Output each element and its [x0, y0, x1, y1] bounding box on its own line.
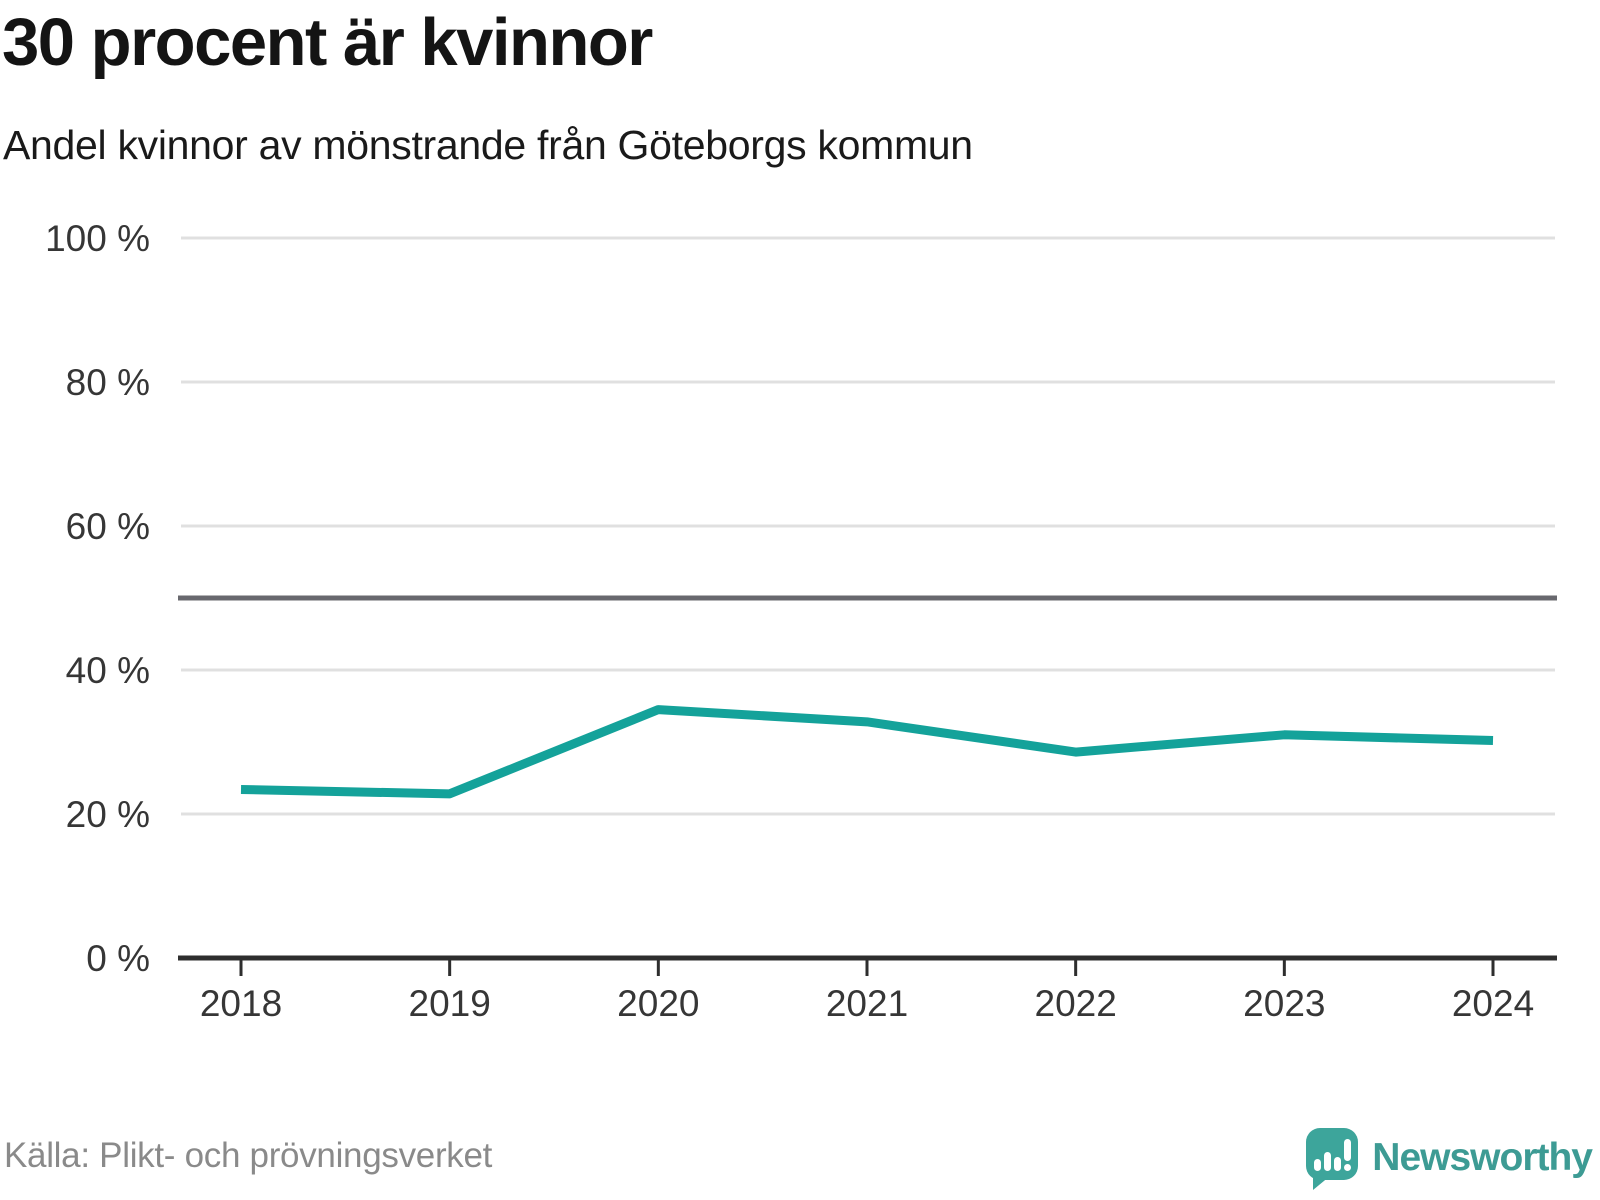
- y-tick-label-60: 60 %: [66, 506, 150, 547]
- x-tick-label-2018: 2018: [200, 983, 282, 1024]
- logo-exclamation-bar: [1344, 1139, 1352, 1161]
- y-tick-label-100: 100 %: [45, 218, 150, 259]
- logo-speech-bubble: [1306, 1128, 1359, 1180]
- x-tick-label-2024: 2024: [1452, 983, 1534, 1024]
- logo-bubble-tail: [1313, 1176, 1331, 1190]
- newsworthy-wordmark: Newsworthy: [1372, 1136, 1593, 1179]
- x-tick-label-2019: 2019: [409, 983, 491, 1024]
- y-tick-label-0: 0 %: [86, 938, 150, 979]
- newsworthy-logo: Newsworthy: [1306, 1128, 1593, 1190]
- x-tick-label-2020: 2020: [617, 983, 699, 1024]
- chart-title: 30 procent är kvinnor: [2, 5, 653, 80]
- logo-exclamation-dot: [1344, 1164, 1352, 1171]
- source-note: Källa: Plikt- och prövningsverket: [4, 1136, 493, 1175]
- y-tick-label-40: 40 %: [66, 650, 150, 691]
- chart-subtitle: Andel kvinnor av mönstrande från Götebor…: [3, 122, 973, 168]
- y-tick-label-20: 20 %: [66, 794, 150, 835]
- x-tick-label-2023: 2023: [1243, 983, 1325, 1024]
- data-line-andel-kvinnor: [240, 705, 1494, 799]
- x-tick-label-2021: 2021: [826, 983, 908, 1024]
- x-tick-label-2022: 2022: [1035, 983, 1117, 1024]
- logo-chart-bar-1: [1314, 1159, 1322, 1171]
- logo-chart-bar-3: [1334, 1157, 1342, 1171]
- newsworthy-logo-icon: [1306, 1128, 1359, 1190]
- logo-chart-bar-2: [1324, 1152, 1332, 1171]
- y-tick-label-80: 80 %: [66, 362, 150, 403]
